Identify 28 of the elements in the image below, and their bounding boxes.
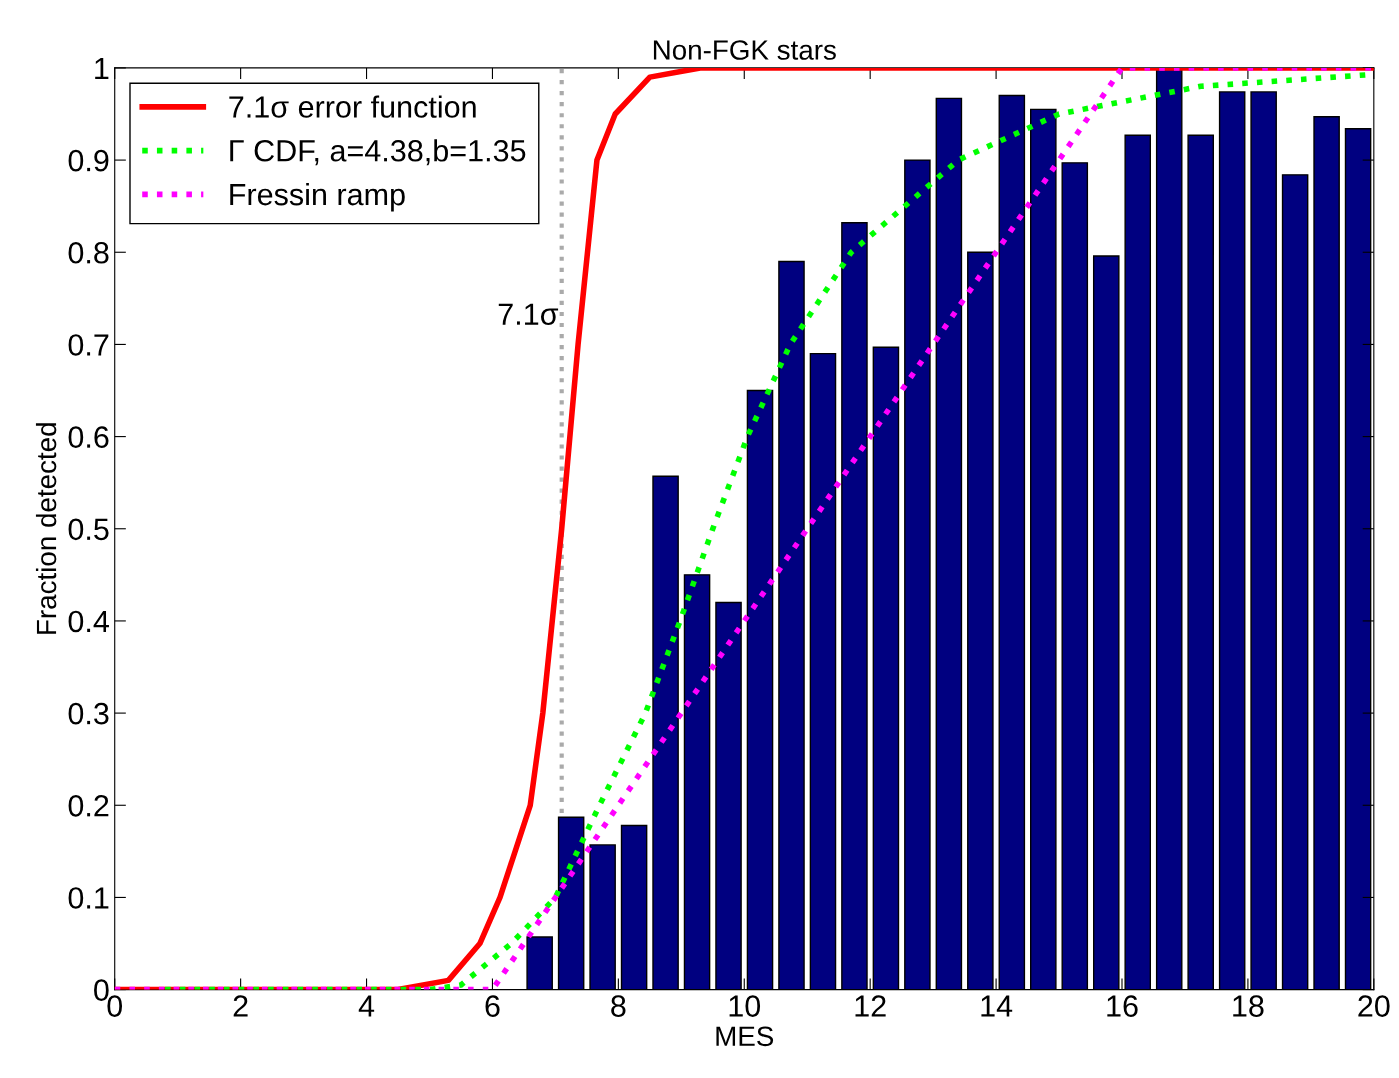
y-axis-title: Fraction detected xyxy=(35,423,57,634)
y-tick-label: 0.4 xyxy=(68,610,109,633)
y-tick-label: 0.2 xyxy=(68,795,109,817)
x-tick-label: 8 xyxy=(611,995,626,1017)
y-tick-label: 0.1 xyxy=(68,887,109,909)
ref-line-label: 7.1σ xyxy=(498,303,559,325)
y-tick-label: 1 xyxy=(95,57,109,79)
y-tick-label: 0.3 xyxy=(68,702,109,725)
x-tick-label: 2 xyxy=(233,995,248,1017)
x-tick-label: 20 xyxy=(1358,995,1390,1017)
y-tick-label: 0.7 xyxy=(68,334,109,356)
x-tick-label: 18 xyxy=(1233,995,1264,1017)
y-tick-label: 0.9 xyxy=(68,149,109,172)
x-tick-label: 16 xyxy=(1107,995,1138,1017)
y-tick-label: 0 xyxy=(94,979,109,1001)
legend-label: Γ CDF, a=4.38,b=1.35 xyxy=(230,139,526,166)
y-tick-label: 0.6 xyxy=(68,426,109,448)
legend-label: Fressin ramp xyxy=(230,182,405,212)
y-tick-label: 0.8 xyxy=(68,241,109,264)
x-axis-title: MES xyxy=(716,1026,774,1047)
x-tick-label: 4 xyxy=(358,995,375,1017)
x-tick-label: 14 xyxy=(981,995,1013,1017)
legend-label: 7.1σ error function xyxy=(229,95,476,118)
x-tick-label: 10 xyxy=(729,995,761,1017)
y-tick-label: 0.5 xyxy=(68,518,109,541)
x-tick-label: 12 xyxy=(855,995,886,1017)
x-tick-label: 6 xyxy=(485,995,500,1017)
chart-title: Non-FGK stars xyxy=(653,40,836,60)
